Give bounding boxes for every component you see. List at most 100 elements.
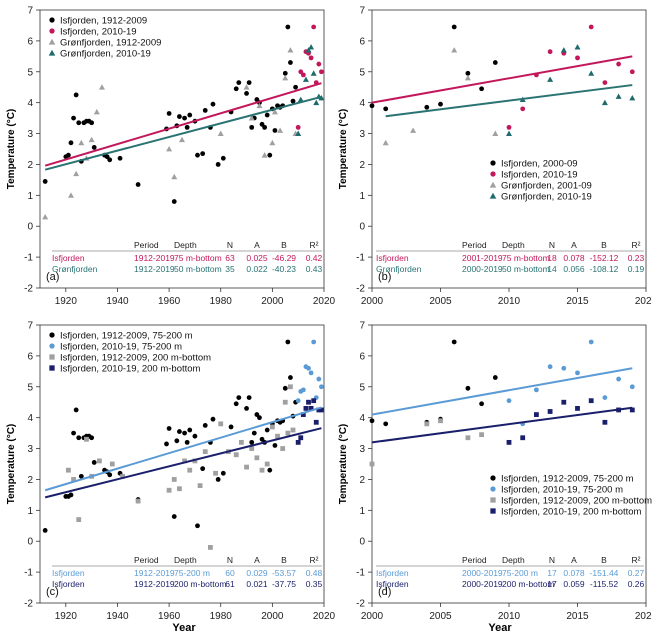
legend-marker	[49, 332, 55, 338]
table-cell: Isfjorden	[376, 579, 409, 589]
x-tick-label: 1980	[210, 296, 233, 307]
y-tick-label: 3	[27, 444, 33, 455]
y-tick-label: 3	[359, 129, 365, 140]
data-point	[166, 111, 172, 116]
data-point	[117, 155, 123, 161]
data-point	[303, 406, 309, 411]
data-point	[534, 412, 539, 417]
panel-a: -2 -1 0 1 2 3 4 5 6 7 1920 1940 1960 1980 2000 2020 Temp…	[6, 6, 336, 308]
legend-marker	[49, 365, 55, 371]
data-point	[382, 139, 389, 146]
data-point	[280, 446, 286, 451]
data-point	[615, 93, 622, 99]
data-point	[313, 99, 320, 106]
panel-c: -2 -1 0 1 2 3 4 5 6 7 1920 1940 1960 1980 2000 2020 Temp…	[6, 321, 336, 623]
x-tick-label: 2000	[261, 611, 284, 622]
table-header: Period	[462, 555, 487, 565]
data-point	[275, 433, 280, 439]
y-tick-label: -2	[24, 599, 33, 610]
table-header: Period	[462, 240, 487, 250]
table-cell: 200 m-bottom	[502, 579, 554, 589]
legend-label: Isfjorden, 2010-19, 75-200 m	[60, 342, 182, 353]
y-tick-label: 2	[359, 475, 365, 486]
data-point	[588, 24, 594, 30]
data-point	[588, 70, 595, 76]
data-point	[319, 384, 324, 390]
series-1	[295, 24, 324, 130]
data-point	[210, 416, 216, 422]
table-cell: 0.35	[306, 579, 323, 589]
y-tick-label: 2	[27, 475, 33, 486]
table-cell: -115.52	[590, 579, 618, 589]
data-point	[42, 213, 49, 220]
data-point	[479, 432, 484, 438]
data-point	[91, 460, 97, 465]
data-point	[293, 84, 298, 90]
data-point	[177, 114, 182, 119]
data-point	[290, 427, 296, 433]
data-point	[465, 435, 471, 441]
x-axis-label-left: Year	[172, 622, 196, 634]
data-point	[298, 435, 304, 441]
panel-b: -2 -1 0 1 2 3 4 5 6 7 2000 2005 2010 2015 2020 Temperat…	[338, 6, 652, 308]
y-tick-label: 0	[359, 537, 365, 548]
data-point	[602, 395, 608, 400]
y-tick-label: 5	[359, 382, 365, 393]
panel-label: (a)	[46, 271, 59, 283]
data-point	[228, 424, 234, 430]
table-header: N	[549, 240, 555, 250]
x-tick-label: 2015	[566, 611, 589, 622]
y-tick-label: 1	[27, 191, 33, 202]
legend-label: Isfjorden, 2000-09	[501, 159, 578, 170]
data-point	[166, 426, 172, 431]
data-point	[288, 384, 293, 390]
data-point	[182, 430, 187, 436]
plot-frame	[39, 324, 325, 604]
data-point	[233, 86, 239, 92]
data-point	[208, 545, 213, 550]
data-point	[76, 435, 82, 441]
data-point	[282, 385, 288, 391]
data-point	[506, 398, 512, 404]
table-cell: Isfjorden	[376, 568, 409, 578]
data-point	[179, 136, 185, 143]
legend-marker	[490, 508, 496, 514]
data-point	[236, 80, 242, 85]
table-cell: 60	[225, 568, 235, 578]
table-cell: Isfjorden	[376, 253, 409, 263]
data-point	[171, 199, 177, 204]
data-point	[187, 427, 193, 433]
trend-line	[371, 55, 633, 104]
data-point	[174, 438, 180, 444]
data-point	[438, 101, 443, 107]
data-point	[282, 74, 289, 81]
data-point	[295, 398, 301, 404]
panel-label: (c)	[46, 586, 59, 598]
panel-d: -2 -1 0 1 2 3 4 5 6 7 2000 2005 2010 2015 2020 Temperat…	[338, 321, 652, 623]
data-point	[319, 69, 324, 75]
data-point	[202, 107, 208, 113]
data-point	[601, 99, 608, 106]
data-point	[257, 415, 262, 421]
data-point	[295, 124, 301, 130]
data-point	[89, 435, 95, 441]
table-cell: 75 m-bottom	[502, 253, 550, 263]
x-tick-label: 1940	[106, 611, 129, 622]
legend-label: Isfjorden, 1912-2009, 75-200 m	[501, 474, 634, 485]
data-point	[220, 155, 226, 161]
trend-line	[371, 406, 633, 444]
data-point	[187, 112, 193, 118]
series-2	[369, 418, 484, 467]
series-1	[506, 24, 635, 130]
data-point	[464, 74, 471, 81]
data-point	[215, 477, 221, 482]
table-cell: -108.12	[590, 264, 619, 274]
data-point	[84, 436, 89, 442]
data-point	[300, 387, 306, 393]
data-point	[166, 146, 173, 152]
table-cell: 75-200 m	[502, 568, 538, 578]
data-point	[93, 108, 100, 115]
legend-label: Isfjorden, 1912-2009, 75-200 m	[60, 331, 193, 342]
data-point	[369, 103, 375, 109]
